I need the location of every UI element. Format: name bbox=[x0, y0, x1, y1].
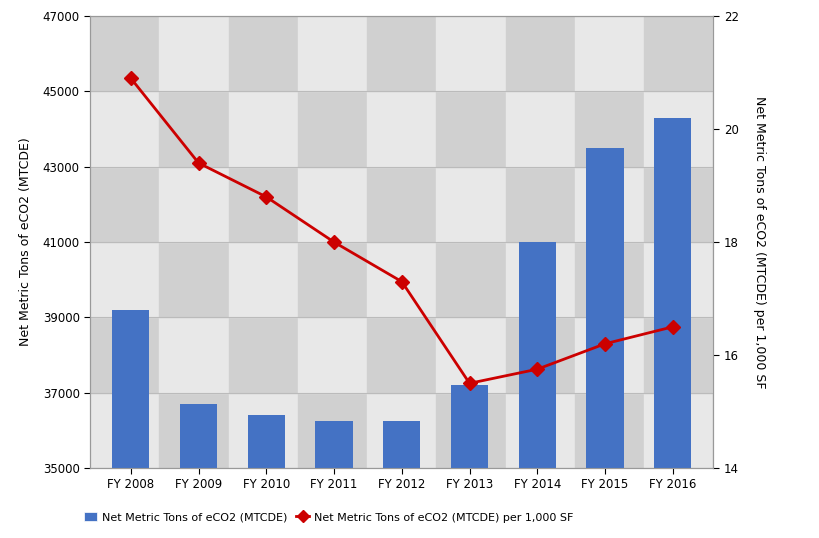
Bar bbox=[315, 421, 352, 538]
Legend: Net Metric Tons of eCO2 (MTCDE), Net Metric Tons of eCO2 (MTCDE) per 1,000 SF: Net Metric Tons of eCO2 (MTCDE), Net Met… bbox=[79, 508, 577, 527]
Y-axis label: Net Metric Tons of eCO2 (MTCDE) per 1,000 SF: Net Metric Tons of eCO2 (MTCDE) per 1,00… bbox=[752, 96, 765, 388]
Bar bbox=[112, 310, 149, 538]
Bar bbox=[654, 118, 690, 538]
Bar bbox=[179, 404, 217, 538]
Bar bbox=[586, 148, 623, 538]
Bar bbox=[247, 415, 285, 538]
Bar bbox=[450, 385, 487, 538]
Bar bbox=[518, 242, 555, 538]
Y-axis label: Net Metric Tons of eCO2 (MTCDE): Net Metric Tons of eCO2 (MTCDE) bbox=[19, 138, 31, 346]
Bar bbox=[382, 421, 420, 538]
